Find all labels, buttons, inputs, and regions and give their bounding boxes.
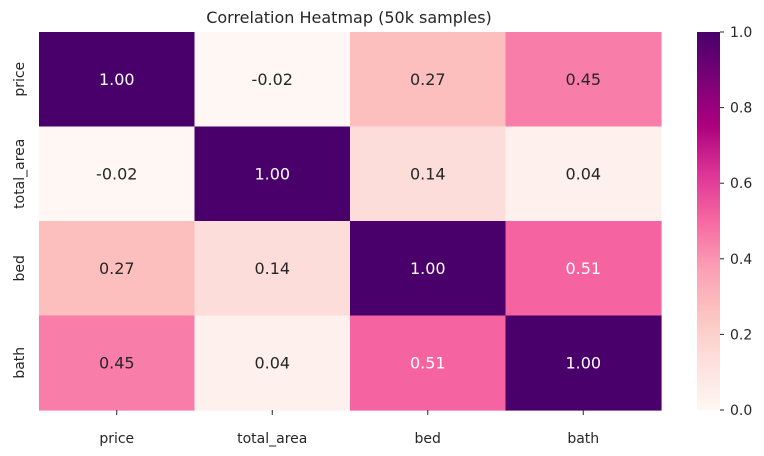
colorbar-tick-label: 0.4 [730, 252, 752, 268]
y-tick-label: total_area [12, 139, 28, 209]
heatmap-cell-value: 1.00 [99, 70, 135, 89]
x-axis-tick-labels: price total_area bed bath [99, 410, 599, 447]
x-tick-label: total_area [237, 431, 307, 447]
heatmap-cell-value: 0.27 [99, 259, 135, 278]
heatmap-cell [194, 221, 351, 317]
heatmap-cell [350, 221, 507, 317]
heatmap-cell [505, 32, 662, 128]
heatmap-cell-value: 0.51 [565, 259, 601, 278]
heatmap-cell-value: 1.00 [254, 164, 290, 183]
heatmap-cell [39, 126, 196, 222]
heatmap-cell [194, 315, 351, 411]
y-tick-label: price [12, 62, 28, 97]
heatmap-cell-value: 1.00 [410, 259, 446, 278]
y-tick-label: bed [12, 255, 28, 281]
heatmap-cell [505, 221, 662, 317]
colorbar-tick-label: 0.6 [730, 176, 752, 192]
heatmap-value-labels: 1.00 -0.02 0.27 0.45 -0.02 1.00 0.14 0.04 0.27 0.… [96, 70, 601, 373]
colorbar-tick-label: 0.0 [730, 403, 752, 419]
heatmap-cell-value: 0.51 [410, 353, 446, 372]
colorbar-tick-label: 1.0 [730, 25, 752, 41]
heatmap-cell-value: 0.14 [410, 164, 446, 183]
heatmap-cell-value: 0.04 [254, 353, 290, 372]
heatmap-cell-value: 1.00 [565, 353, 601, 372]
heatmap-cell [39, 315, 196, 411]
heatmap-cell-value: -0.02 [252, 70, 293, 89]
heatmap-cell [350, 32, 507, 128]
colorbar-tick-label: 0.2 [730, 327, 752, 343]
heatmap-cell-value: 0.14 [254, 259, 290, 278]
heatmap-cell [194, 126, 351, 222]
heatmap-cell-value: 0.04 [565, 164, 601, 183]
heatmap-cell [350, 126, 507, 222]
chart-title: Correlation Heatmap (50k samples) [206, 8, 492, 27]
heatmap-cell [350, 315, 507, 411]
y-tick-label: bath [12, 347, 28, 379]
x-tick-label: price [99, 431, 134, 447]
heatmap-cell [505, 126, 662, 222]
colorbar [697, 32, 720, 410]
heatmap-cell [505, 315, 662, 411]
heatmap-cell [194, 32, 351, 128]
heatmap-cell [39, 221, 196, 317]
x-tick-label: bath [567, 431, 599, 447]
colorbar-tick-labels: 0.0 0.2 0.4 0.6 0.8 1.0 [720, 25, 752, 419]
heatmap-cells [39, 32, 662, 411]
x-tick-label: bed [415, 431, 441, 447]
heatmap-cell-value: -0.02 [96, 164, 137, 183]
heatmap-cell-value: 0.45 [565, 70, 601, 89]
heatmap-cell-value: 0.45 [99, 353, 135, 372]
colorbar-tick-label: 0.8 [730, 101, 752, 117]
heatmap-cell-value: 0.27 [410, 70, 446, 89]
heatmap-cell [39, 32, 196, 128]
